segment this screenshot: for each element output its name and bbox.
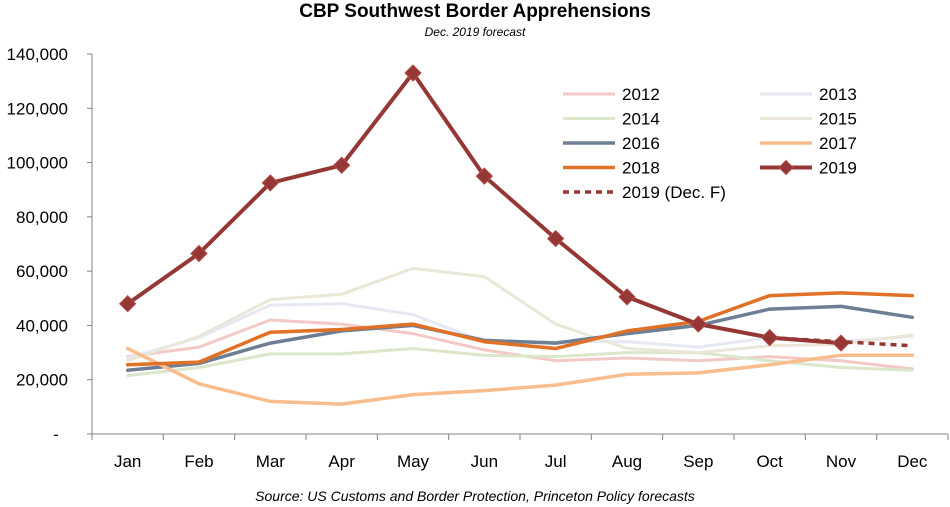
x-tick-label: Jun — [471, 452, 498, 471]
legend-marker-2019 — [778, 159, 794, 176]
x-tick-label: Apr — [328, 452, 355, 471]
series-line-2016 — [125, 304, 915, 372]
x-tick-label: Jul — [545, 452, 567, 471]
chart-subtitle: Dec. 2019 forecast — [424, 25, 526, 39]
data-point-2019 — [404, 64, 422, 82]
data-point-2019 — [190, 244, 208, 263]
data-point-2019 — [689, 315, 708, 333]
data-point-2019 — [760, 328, 779, 347]
legend-label-2012: 2012 — [622, 85, 660, 104]
legend-label-2018: 2018 — [622, 159, 660, 178]
x-tick-label: Aug — [612, 452, 642, 471]
series-line-2015 — [126, 266, 914, 363]
data-point-2019 — [332, 156, 351, 174]
legend-label-2019: 2019 — [819, 159, 857, 178]
y-tick-label: 20,000 — [16, 371, 68, 390]
x-tick-label: Oct — [756, 452, 783, 471]
data-point-2019 — [261, 174, 280, 192]
chart-title: CBP Southwest Border Apprehensions — [299, 1, 651, 22]
x-tick-label: Sep — [683, 452, 713, 471]
series-line-2019 — [125, 71, 843, 346]
y-tick-label: 100,000 — [7, 154, 68, 173]
y-tick-label: 120,000 — [7, 99, 68, 118]
y-tick-label: 80,000 — [16, 208, 68, 227]
data-point-2019 — [618, 288, 636, 306]
y-tick-label: - — [53, 425, 59, 444]
legend-label-2013: 2013 — [819, 85, 857, 104]
legend-label-2014: 2014 — [622, 110, 660, 129]
series-line-2018 — [125, 291, 915, 367]
series-line-2019-dec-f — [769, 335, 913, 348]
x-tick-label: Feb — [184, 452, 213, 471]
legend: 2012 2013 2014 2015 2016 2017 2018 2019 2019 (De… — [563, 85, 857, 202]
chart-source: Source: US Customs and Border Protection… — [255, 488, 695, 504]
x-tick-label: Nov — [826, 452, 857, 471]
y-tick-label: 60,000 — [16, 262, 68, 281]
y-tick-label: 40,000 — [16, 316, 68, 335]
x-tick-label: Jan — [114, 452, 141, 471]
data-point-2019 — [475, 167, 494, 185]
legend-label-2016: 2016 — [622, 134, 660, 153]
legend-label-2019-dec-f: 2019 (Dec. F) — [622, 183, 726, 202]
x-tick-label: Dec — [897, 452, 928, 471]
legend-label-2015: 2015 — [819, 110, 857, 129]
legend-label-2017: 2017 — [819, 134, 857, 153]
y-tick-label: 140,000 — [7, 45, 68, 64]
x-tick-label: May — [397, 452, 430, 471]
series-line-2017 — [125, 346, 915, 406]
data-point-2019 — [118, 295, 137, 313]
series-layer — [118, 64, 915, 406]
axes: - 20,000 40,000 60,000 80,000 100,000 120,000 1… — [7, 45, 949, 471]
data-point-2019 — [546, 229, 565, 248]
x-tick-label: Mar — [256, 452, 286, 471]
